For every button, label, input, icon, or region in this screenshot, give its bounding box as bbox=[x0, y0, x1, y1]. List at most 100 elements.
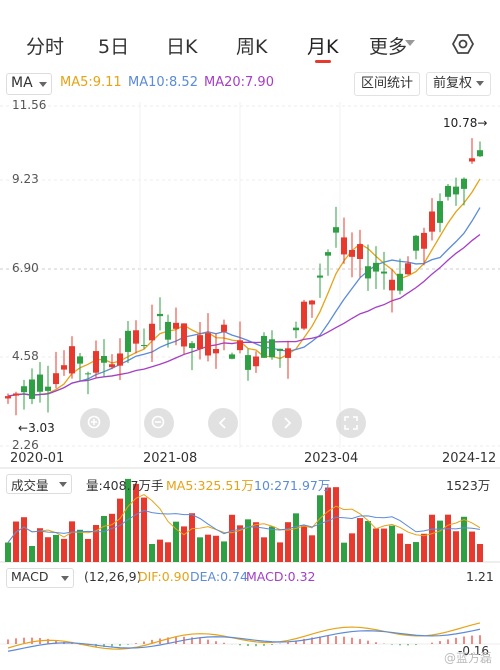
kline-chart[interactable] bbox=[0, 96, 500, 670]
candle-body bbox=[413, 235, 419, 251]
volume-bar bbox=[277, 542, 283, 562]
fullscreen-button[interactable] bbox=[336, 408, 366, 438]
volume-label: 成交量 bbox=[11, 478, 49, 493]
volume-max: 1523万 bbox=[446, 478, 491, 493]
volume-bar bbox=[429, 514, 435, 562]
low-annotation: ←3.03 bbox=[18, 421, 55, 435]
volume-bar bbox=[133, 483, 139, 562]
volume-bar bbox=[389, 525, 395, 562]
candle-body bbox=[469, 158, 475, 162]
candle-body bbox=[277, 348, 283, 351]
high-value: 10.78 bbox=[443, 116, 478, 130]
candle-body bbox=[237, 340, 243, 351]
tab-5day[interactable]: 5日 bbox=[98, 36, 130, 58]
volume-bar bbox=[205, 534, 211, 562]
chevron-down-icon bbox=[405, 40, 415, 46]
candle-body bbox=[77, 356, 83, 364]
scroll-left-button[interactable] bbox=[208, 408, 238, 438]
adjust-button[interactable]: 前复权 bbox=[426, 72, 492, 96]
high-annotation: 10.78→ bbox=[443, 116, 488, 130]
macd-bottom: -0.16 bbox=[458, 644, 490, 658]
scroll-right-button[interactable] bbox=[272, 408, 302, 438]
settings-hex-icon[interactable] bbox=[451, 33, 475, 55]
macd-dea: DEA:0.74 bbox=[190, 569, 248, 584]
volume-bar bbox=[421, 533, 427, 562]
volume-bar bbox=[317, 495, 323, 562]
ma5-value: MA5:9.11 bbox=[60, 75, 122, 90]
chevron-down-icon bbox=[61, 576, 69, 581]
volume-indicator-select[interactable]: 成交量 bbox=[6, 474, 72, 494]
volume-bar bbox=[61, 538, 67, 562]
zoom-in-button[interactable] bbox=[80, 408, 110, 438]
candle-body bbox=[317, 275, 323, 278]
adjust-label: 前复权 bbox=[433, 76, 473, 91]
candle-body bbox=[45, 386, 51, 391]
candle-body bbox=[429, 211, 435, 232]
volume-bar bbox=[13, 521, 19, 562]
candle-body bbox=[229, 354, 235, 359]
period-tabs: 分时 5日 日K 周K 月K 更多 bbox=[0, 0, 500, 68]
volume-bar bbox=[357, 518, 363, 562]
candle-body bbox=[293, 327, 299, 331]
volume-bar bbox=[93, 525, 99, 562]
volume-bar bbox=[181, 526, 187, 562]
volume-bar bbox=[213, 535, 219, 562]
tab-timeshare[interactable]: 分时 bbox=[26, 36, 65, 58]
candle-body bbox=[37, 374, 43, 392]
candle-body bbox=[189, 343, 195, 349]
volume-bar bbox=[261, 537, 267, 562]
candle-body bbox=[373, 262, 379, 272]
candle-body bbox=[341, 237, 347, 255]
tab-weekly-k[interactable]: 周K bbox=[236, 36, 268, 58]
ma-line bbox=[7, 233, 481, 397]
candle-body bbox=[309, 300, 315, 305]
macd-label: MACD bbox=[11, 569, 49, 584]
range-stats-button[interactable]: 区间统计 bbox=[354, 72, 421, 96]
ma20-value: MA20:7.90 bbox=[204, 75, 274, 90]
volume-bar bbox=[109, 513, 115, 562]
active-tab-indicator bbox=[315, 60, 331, 63]
candle-body bbox=[285, 348, 291, 358]
volume-bar bbox=[229, 514, 235, 562]
ma-select[interactable]: MA bbox=[6, 73, 52, 95]
volume-bar bbox=[173, 521, 179, 562]
volume-bar bbox=[21, 517, 27, 562]
candle-body bbox=[365, 266, 371, 279]
volume-bar bbox=[365, 520, 371, 562]
candle-body bbox=[357, 244, 363, 259]
volume-ma10: 10:271.97万 bbox=[254, 478, 331, 493]
volume-bar bbox=[373, 528, 379, 562]
volume-bar bbox=[293, 513, 299, 562]
price-axis-label: 6.90 bbox=[12, 261, 39, 275]
volume-bar bbox=[269, 526, 275, 562]
price-axis-label: 9.23 bbox=[12, 172, 39, 186]
candle-body bbox=[205, 333, 211, 356]
candle-body bbox=[173, 322, 179, 329]
volume-bar bbox=[197, 537, 203, 562]
candle-body bbox=[69, 346, 75, 374]
zoom-out-button[interactable] bbox=[144, 408, 174, 438]
tab-daily-k[interactable]: 日K bbox=[166, 36, 198, 58]
volume-bar bbox=[461, 516, 467, 562]
candle-body bbox=[381, 271, 387, 274]
candle-body bbox=[269, 339, 275, 358]
volume-bar bbox=[325, 487, 331, 562]
candle-body bbox=[253, 356, 259, 367]
volume-bar bbox=[45, 537, 51, 562]
volume-bar bbox=[245, 519, 251, 562]
volume-bar bbox=[301, 525, 307, 562]
volume-bar bbox=[237, 525, 243, 562]
macd-indicator-select[interactable]: MACD bbox=[6, 568, 74, 588]
candle-body bbox=[133, 330, 139, 344]
macd-value: MACD:0.32 bbox=[246, 569, 316, 584]
candle-body bbox=[213, 348, 219, 354]
candle-body bbox=[117, 353, 123, 366]
volume-ma-line bbox=[7, 493, 481, 543]
candle-body bbox=[181, 323, 187, 347]
tab-more[interactable]: 更多 bbox=[369, 36, 408, 58]
volume-bar bbox=[405, 543, 411, 562]
candle-body bbox=[325, 252, 331, 256]
volume-bar bbox=[341, 542, 347, 562]
tab-monthly-k[interactable]: 月K bbox=[307, 36, 339, 58]
volume-bar bbox=[37, 528, 43, 562]
